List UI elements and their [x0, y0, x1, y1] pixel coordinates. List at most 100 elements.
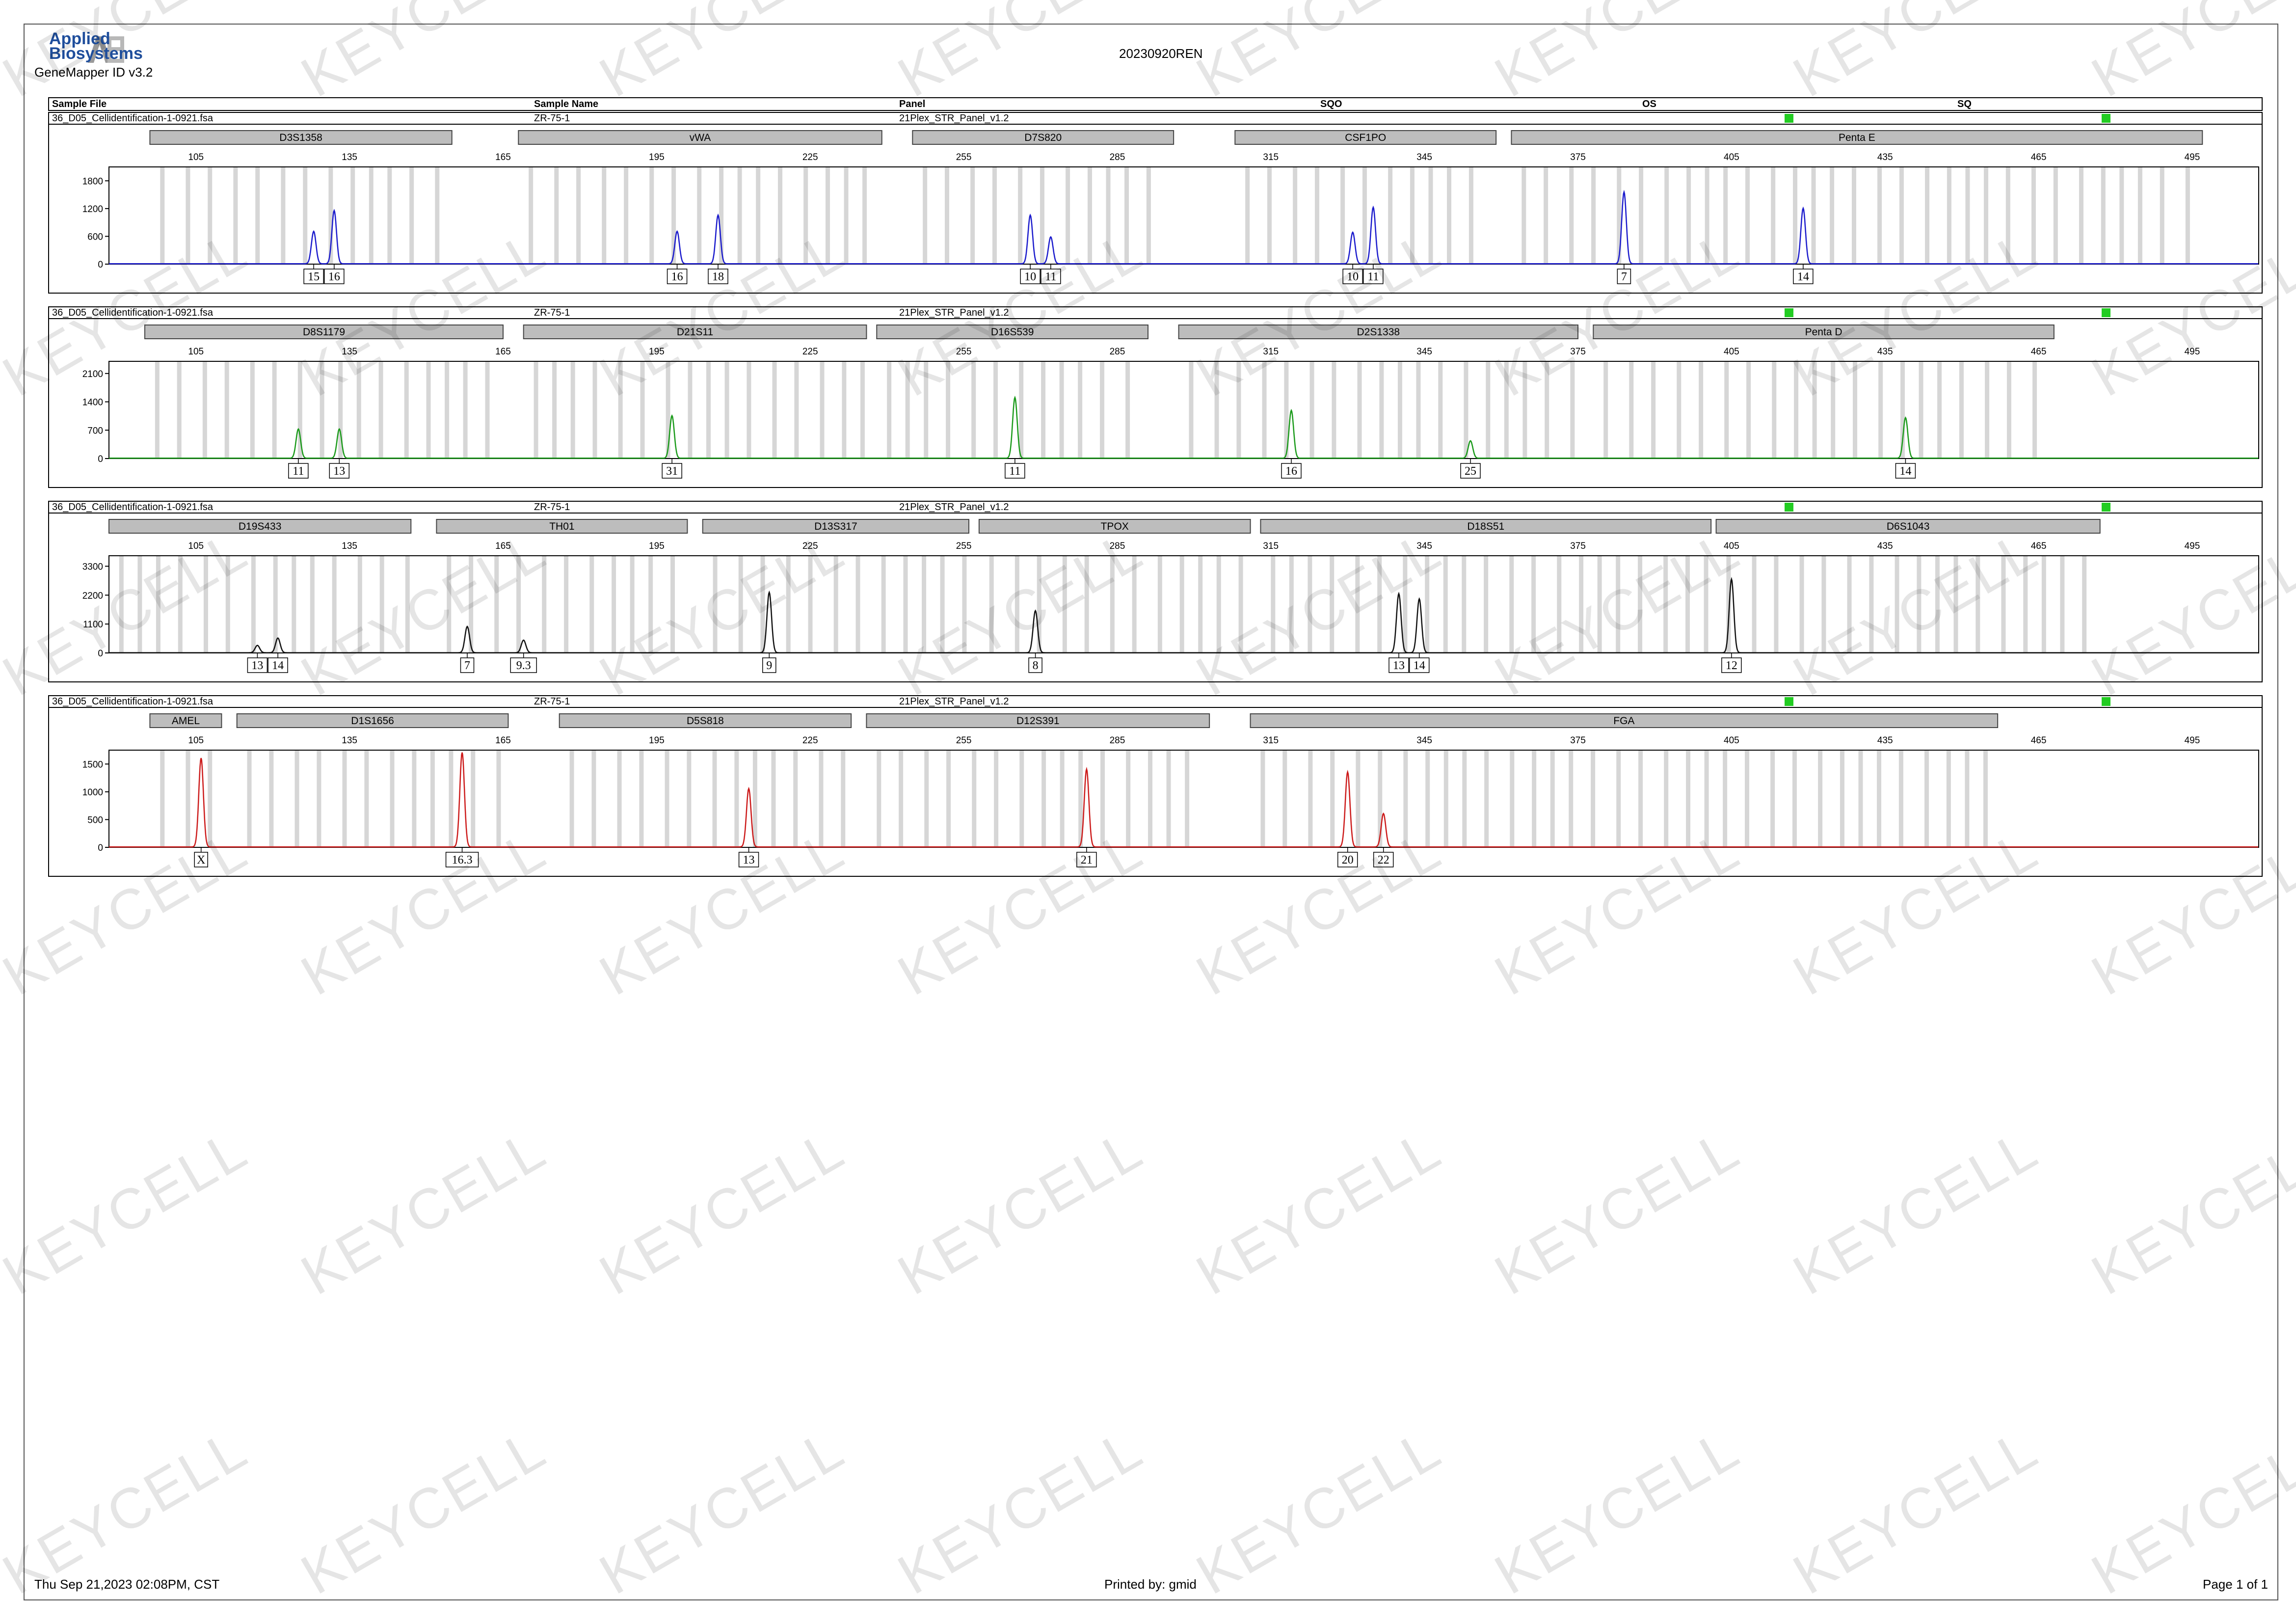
marker-label: D18S51: [1467, 521, 1504, 532]
bin-stripe: [1236, 361, 1241, 459]
bin-stripe: [713, 556, 718, 653]
bin-stripe: [1425, 556, 1430, 653]
bin-stripe: [269, 750, 274, 847]
allele-box: [1409, 657, 1430, 673]
quality-flag-sq: [2102, 308, 2110, 317]
allele-label: 11: [293, 465, 304, 478]
bin-stripe: [1293, 167, 1298, 264]
bin-stripe: [1308, 556, 1312, 653]
x-tick-label: 465: [2031, 152, 2047, 162]
bin-stripe: [1685, 556, 1690, 653]
bin-stripe: [1792, 750, 1797, 847]
bin-stripe: [1937, 361, 1942, 459]
bin-stripe: [1185, 750, 1190, 847]
allele-label: 31: [666, 465, 678, 478]
bin-stripe: [1314, 167, 1319, 264]
sample-file: 36_D05_Cellidentification-1-0921.fsa: [52, 113, 213, 124]
x-tick-label: 285: [1110, 541, 1125, 551]
allele-label: 9: [766, 659, 772, 672]
allele-label: 16.3: [452, 854, 473, 866]
bin-stripe: [1772, 361, 1777, 459]
quality-flag-sq: [2102, 114, 2110, 123]
bin-stripe: [1830, 167, 1835, 264]
bin-stripe: [1284, 361, 1289, 459]
bin-stripe: [665, 750, 669, 847]
bin-stripe: [670, 556, 675, 653]
bin-stripe: [989, 556, 994, 653]
header-sqo: SQO: [1320, 99, 1342, 109]
allele-label: 21: [1081, 854, 1093, 866]
bin-stripe: [855, 556, 860, 653]
allele-box: [1721, 657, 1742, 673]
bin-stripe: [1770, 750, 1775, 847]
bin-stripe: [1793, 167, 1797, 264]
marker-bar: [518, 130, 882, 145]
allele-box: [303, 269, 324, 284]
bin-stripe: [946, 361, 951, 459]
bin-stripe: [687, 750, 692, 847]
bin-stripe: [1019, 750, 1024, 847]
electropherogram-plot: D8S1179 D21S11 D16S539 D2S1338 Penta D 105 135…: [82, 325, 2259, 479]
marker-label: Penta E: [1839, 132, 1875, 143]
bin-stripe: [1925, 167, 1930, 264]
marker-bar: [876, 325, 1149, 339]
allele-label: 13: [333, 465, 345, 478]
bin-stripe: [697, 167, 702, 264]
bin-stripe: [793, 750, 798, 847]
allele-label: 13: [251, 659, 263, 672]
bin-stripe: [1484, 556, 1489, 653]
bin-stripe: [1704, 556, 1709, 653]
bin-stripe: [844, 167, 849, 264]
bin-stripe: [618, 361, 623, 459]
allele-box: [267, 657, 288, 673]
bin-stripe: [1041, 750, 1046, 847]
allele-label: 16: [1285, 465, 1297, 478]
allele-label: 22: [1378, 854, 1389, 866]
bin-stripe: [1726, 556, 1731, 653]
bin-stripe: [706, 361, 711, 459]
bin-stripe: [255, 167, 260, 264]
allele-box: [460, 657, 475, 673]
bin-stripe: [1597, 556, 1602, 653]
marker-bar: [1593, 325, 2055, 339]
bin-stripe: [1438, 361, 1443, 459]
bin-stripe: [737, 167, 742, 264]
bin-stripe: [297, 361, 302, 459]
sample-name: ZR-75-1: [534, 696, 570, 707]
bin-stripe: [1877, 750, 1882, 847]
bin-stripe: [405, 556, 410, 653]
bin-stripe: [1425, 750, 1430, 847]
bin-stripe: [899, 750, 904, 847]
x-tick-label: 465: [2031, 541, 2047, 551]
bin-stripe: [2006, 361, 2011, 459]
bin-stripe: [1895, 556, 1899, 653]
bin-stripe: [1377, 556, 1382, 653]
electropherogram-panel-black: 36_D05_Cellidentification-1-0921.fsa ZR-…: [48, 501, 2263, 682]
y-tick-label: 0: [98, 649, 103, 659]
bin-stripe: [1355, 556, 1360, 653]
allele-label: 8: [1033, 659, 1039, 672]
x-tick-label: 255: [956, 347, 972, 357]
bin-stripe: [1099, 361, 1104, 459]
x-tick-label: 285: [1110, 152, 1125, 162]
allele-box: [445, 852, 479, 867]
y-tick-label: 600: [87, 232, 103, 242]
bin-stripe: [924, 750, 929, 847]
allele-label: 14: [1797, 271, 1809, 283]
allele-label: 13: [1393, 659, 1405, 672]
panel-name: 21Plex_STR_Panel_v1.2: [899, 113, 1009, 124]
marker-label: D19S433: [239, 521, 282, 532]
marker-bar: [149, 713, 222, 728]
x-tick-label: 345: [1416, 347, 1432, 357]
bin-stripe: [794, 361, 799, 459]
x-tick-label: 135: [342, 541, 357, 551]
bin-stripe: [1330, 750, 1335, 847]
bin-stripe: [310, 556, 315, 653]
bin-stripe: [485, 361, 490, 459]
bin-stripe: [1447, 167, 1452, 264]
marker-label: TH01: [549, 521, 574, 532]
marker-bar: [236, 713, 509, 728]
bin-stripe: [203, 556, 208, 653]
y-tick-label: 2100: [82, 369, 103, 379]
allele-box: [1076, 852, 1097, 867]
